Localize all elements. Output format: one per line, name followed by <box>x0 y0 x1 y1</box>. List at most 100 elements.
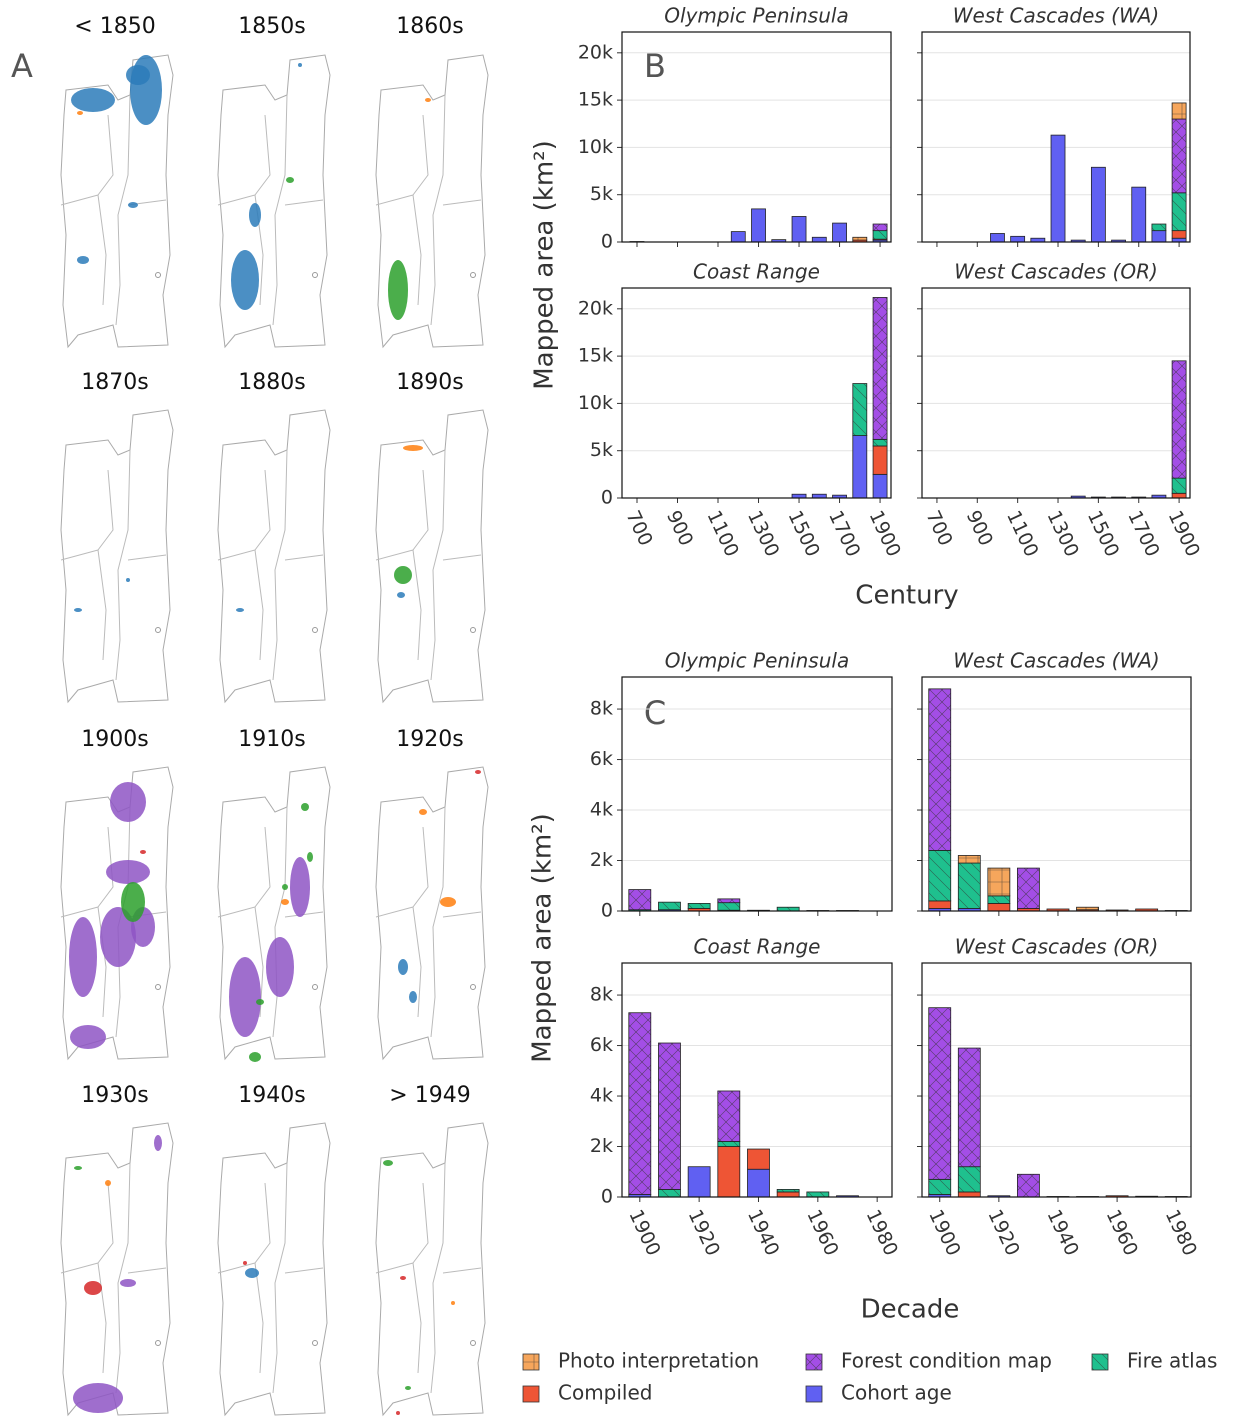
bar-segment <box>628 889 652 911</box>
map-patch <box>106 860 150 884</box>
legend-label: Compiled <box>558 1381 653 1405</box>
map <box>375 409 489 704</box>
map <box>375 1122 489 1417</box>
bar-segment <box>872 445 888 475</box>
map-title: > 1949 <box>389 1083 470 1108</box>
bar-segment <box>811 236 827 243</box>
map <box>217 1122 331 1417</box>
bar-segment <box>1151 230 1167 243</box>
legend-swatch <box>805 1353 823 1371</box>
map-patch <box>126 65 150 85</box>
bar-segment <box>928 1178 952 1195</box>
map-patch <box>266 937 294 997</box>
map-patch <box>110 782 146 822</box>
bar-segment <box>957 862 981 909</box>
facet-title: Olympic Peninsula <box>664 4 848 28</box>
facet-title: West Cascades (WA) <box>953 649 1159 673</box>
map-outline <box>217 409 331 704</box>
x-tick-label: 1900 <box>624 1206 664 1259</box>
bar-segment <box>928 850 952 902</box>
map-patch <box>249 1052 261 1062</box>
legend-swatch <box>805 1385 823 1403</box>
x-tick-label: 1940 <box>1042 1206 1082 1259</box>
map-boundary <box>217 449 324 681</box>
x-tick-label: 1300 <box>1043 507 1083 560</box>
map-marker <box>155 1340 161 1346</box>
bar-segment <box>628 1012 652 1195</box>
x-tick-label: 1920 <box>684 1206 724 1259</box>
legend-label: Photo interpretation <box>558 1349 759 1373</box>
map-patch <box>77 256 89 264</box>
facet-title: West Cascades (OR) <box>954 260 1158 284</box>
map <box>217 766 331 1062</box>
map-marker <box>470 627 476 633</box>
map <box>217 54 331 349</box>
map-patch <box>301 803 309 811</box>
y-tick-label: 0 <box>601 231 613 253</box>
map-patch <box>403 445 423 451</box>
bar-segment <box>776 1189 800 1193</box>
map-patch <box>394 566 412 584</box>
y-tick-label: 6k <box>590 1034 613 1056</box>
map <box>217 409 331 704</box>
x-tick-label: 1940 <box>743 1206 783 1259</box>
bar-segment <box>852 435 868 499</box>
map-title: 1880s <box>238 370 305 395</box>
y-tick-label: 8k <box>590 984 613 1006</box>
facet-title: Coast Range <box>694 935 821 959</box>
plot-frame <box>621 287 892 499</box>
map <box>60 409 174 704</box>
map-outline <box>217 1122 331 1417</box>
map-patch <box>70 1025 106 1049</box>
bar-segment <box>957 1191 981 1198</box>
map-patch <box>298 63 302 67</box>
map-boundary <box>60 94 167 326</box>
map-patch <box>236 608 244 612</box>
map-patch <box>451 1301 455 1305</box>
map <box>60 766 174 1061</box>
map-patch <box>383 1160 393 1166</box>
y-tick-label: 5k <box>590 183 613 205</box>
bar-segment <box>1171 360 1187 479</box>
bar-segment <box>717 902 741 911</box>
facet-title: West Cascades (OR) <box>955 935 1159 959</box>
map-patch <box>105 1180 111 1186</box>
x-tick-label: 900 <box>962 507 997 549</box>
x-tick-label: 1960 <box>802 1206 842 1259</box>
y-tick-label: 2k <box>590 1135 613 1157</box>
map-patch <box>120 1279 136 1287</box>
bar-segment <box>658 1189 681 1198</box>
x-tick-label: 1900 <box>924 1206 964 1259</box>
x-axis-label: Decade <box>861 1295 960 1325</box>
x-tick-label: 1500 <box>1083 507 1123 560</box>
map-boundary <box>60 1162 167 1394</box>
map-marker <box>155 627 161 633</box>
map-patch <box>440 897 456 907</box>
bar-segment <box>687 1166 711 1198</box>
map-boundary <box>375 1162 482 1394</box>
bar-segment <box>658 1042 681 1190</box>
map-patch <box>77 111 83 115</box>
bar-segment <box>928 688 952 851</box>
map <box>60 54 174 349</box>
map-patch <box>74 1166 82 1170</box>
legend-swatch <box>1091 1353 1109 1371</box>
y-axis-label: Mapped area (km²) <box>530 140 560 389</box>
bar-segment <box>747 1148 770 1170</box>
plot-frame <box>621 676 893 912</box>
map-title: 1930s <box>81 1083 148 1108</box>
map-patch <box>396 1411 400 1415</box>
bar-segment <box>717 898 741 904</box>
plot-frame <box>921 962 1192 1198</box>
map-title: 1850s <box>238 14 305 39</box>
bar-segment <box>987 903 1011 912</box>
bar-segment <box>1017 867 1040 909</box>
map-patch <box>388 260 408 320</box>
map-boundary <box>217 806 324 1038</box>
map <box>60 1122 174 1417</box>
map-patch <box>73 1383 123 1413</box>
map-title: 1860s <box>396 14 463 39</box>
x-tick-label: 700 <box>621 507 656 549</box>
plot-frame <box>621 31 892 243</box>
x-axis-label: Century <box>855 581 958 611</box>
